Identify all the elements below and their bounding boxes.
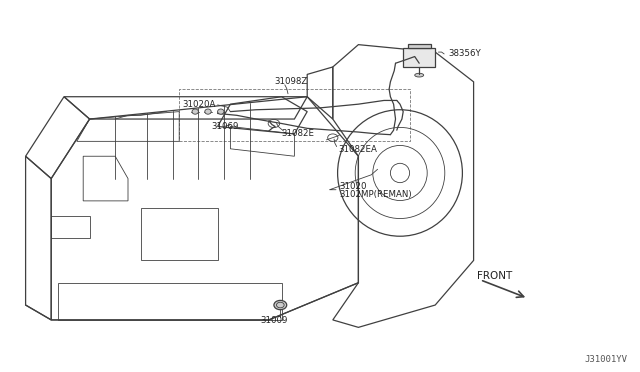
Ellipse shape: [274, 301, 287, 310]
Text: 31082EA: 31082EA: [338, 145, 377, 154]
Ellipse shape: [218, 109, 224, 114]
Text: J31001YV: J31001YV: [584, 355, 627, 364]
Text: 31082E: 31082E: [282, 129, 315, 138]
Text: 31098Z: 31098Z: [274, 77, 307, 86]
Text: 31009: 31009: [260, 316, 287, 325]
Ellipse shape: [415, 73, 424, 77]
Text: FRONT: FRONT: [477, 271, 512, 281]
Polygon shape: [408, 44, 431, 48]
Ellipse shape: [192, 109, 198, 114]
Text: 31020A: 31020A: [182, 100, 216, 109]
Ellipse shape: [205, 109, 211, 114]
Polygon shape: [403, 48, 435, 67]
Text: 31020: 31020: [339, 182, 367, 190]
Text: 38356Y: 38356Y: [448, 49, 481, 58]
Text: 31069: 31069: [211, 122, 239, 131]
Text: 3102MP(REMAN): 3102MP(REMAN): [339, 190, 412, 199]
